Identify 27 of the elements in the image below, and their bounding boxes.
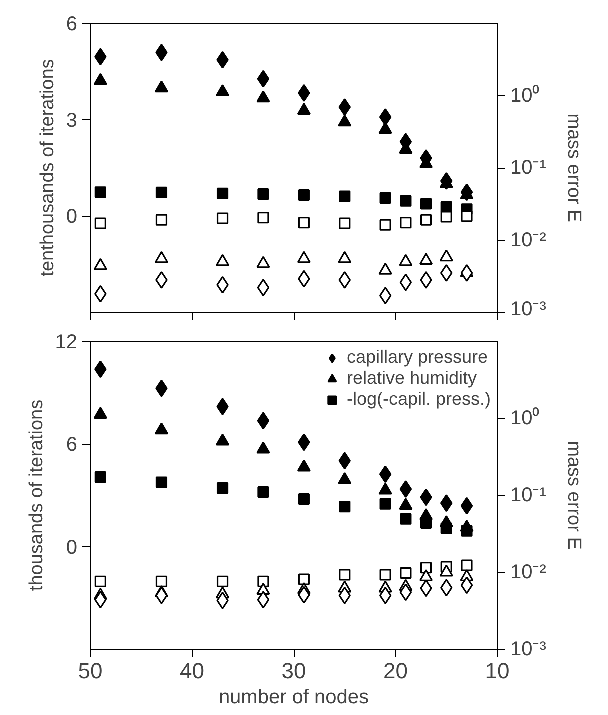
y2-tick-label: 10⁻¹ [510, 157, 547, 179]
y-axis-title: thousands of iterations [26, 400, 48, 592]
y2-tick-label: 10⁰ [510, 406, 540, 430]
y2-axis-title: mass error E [563, 441, 584, 550]
y-tick-label: 3 [66, 110, 78, 132]
x-tick-label: 30 [282, 658, 306, 684]
x-tick-label: 20 [384, 658, 408, 684]
y2-axis-title: mass error E [563, 114, 584, 222]
y-tick-label: 0 [66, 206, 78, 228]
x-tick-label: 50 [78, 658, 103, 684]
y-axis-title: tenthousands of iterations [37, 59, 58, 277]
y2-tick-label: 10⁻¹ [510, 484, 547, 506]
x-tick-label: 10 [485, 658, 510, 684]
x-axis-title: number of nodes [218, 686, 370, 708]
y-tick-label: 6 [66, 434, 78, 456]
y2-tick-label: 10⁻³ [510, 298, 547, 320]
y2-tick-label: 10⁻² [510, 229, 547, 252]
y-tick-label: 0 [66, 536, 78, 559]
y-tick-label: 12 [55, 332, 78, 354]
legend-label: -log(-capil. press.) [346, 389, 491, 410]
y2-tick-label: 10⁰ [510, 84, 540, 107]
legend-label: relative humidity [346, 368, 478, 389]
legend-label: capillary pressure [346, 347, 488, 368]
x-tick-label: 40 [180, 658, 204, 684]
y2-tick-label: 10⁻² [510, 562, 547, 584]
y2-tick-label: 10⁻³ [510, 638, 547, 660]
y-tick-label: 6 [66, 14, 78, 36]
